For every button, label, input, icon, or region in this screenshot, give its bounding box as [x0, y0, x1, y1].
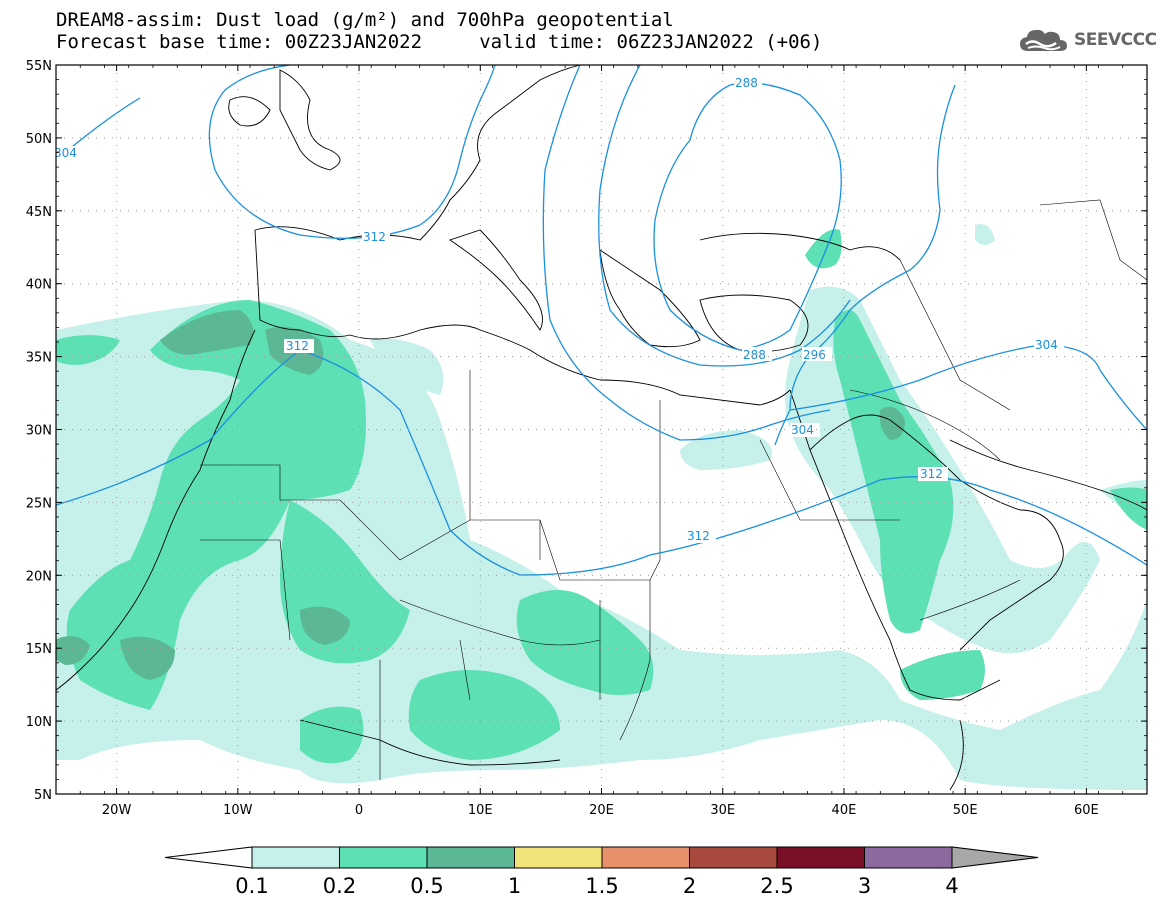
contour-label: 304 [54, 146, 77, 160]
colorbar-label: 3 [858, 874, 871, 898]
contour-label: 312 [363, 230, 386, 244]
colorbar-label: 4 [945, 874, 958, 898]
colorbar: 0.1 0.2 0.5 1 1.5 2 2.5 3 4 [164, 846, 1039, 898]
colorbar-over-arrow [951, 846, 1039, 869]
dust-field-medium [56, 229, 1147, 764]
contour-label: 288 [743, 348, 766, 362]
lon-label: 0 [355, 803, 363, 818]
colorbar-swatch [339, 846, 428, 869]
map-title: DREAM8-assim: Dust load (g/m²) and 700hP… [56, 9, 674, 31]
colorbar-label: 1 [508, 874, 521, 898]
contour-label: 312 [286, 339, 309, 353]
dust-field-dark [56, 310, 905, 680]
lat-label: 30N [26, 424, 52, 439]
lon-label: 30E [710, 803, 735, 818]
lat-label: 40N [26, 278, 52, 293]
contour-label: 312 [920, 467, 943, 481]
lat-label: 50N [26, 132, 52, 147]
seevccc-logo: SEEVCCC [1018, 24, 1157, 56]
latitude-axis: 55N 50N 45N 40N 35N 30N 25N 20N 15N 10N 5N [26, 59, 1147, 803]
lon-label: 10E [468, 803, 493, 818]
lat-label: 15N [26, 642, 52, 657]
lon-label: 40E [832, 803, 857, 818]
contour-label: 288 [735, 76, 758, 90]
lon-label: 60E [1074, 803, 1099, 818]
longitude-axis: 20W 10W 0 10E 20E 30E 40E 50E 60E [55, 65, 1148, 818]
lat-label: 35N [26, 351, 52, 366]
colorbar-under-arrow [164, 846, 253, 869]
colorbar-label: 1.5 [585, 874, 618, 898]
colorbar-swatch [776, 846, 865, 869]
lat-label: 10N [26, 715, 52, 730]
colorbar-label: 2.5 [760, 874, 793, 898]
colorbar-swatch [864, 846, 953, 869]
colorbar-label: 0.2 [323, 874, 356, 898]
lat-label: 25N [26, 496, 52, 511]
colorbar-swatch [514, 846, 603, 869]
contour-label-group: 304 288 312 312 296 288 304 312 304 312 [54, 75, 1064, 543]
colorbar-swatch [689, 846, 778, 869]
contour-label: 304 [791, 423, 814, 437]
lat-label: 55N [26, 59, 52, 74]
country-borders [200, 199, 1147, 780]
colorbar-label: 0.5 [410, 874, 443, 898]
contour-label: 304 [1035, 338, 1058, 352]
lon-label: 50E [953, 803, 978, 818]
lon-label: 20E [589, 803, 614, 818]
lon-label: 20W [102, 803, 132, 818]
map-subtitle: Forecast base time: 00Z23JAN2022 valid t… [56, 31, 823, 53]
coastlines [56, 65, 1147, 791]
contour-label: 296 [803, 348, 826, 362]
logo-text: SEEVCCC [1074, 30, 1157, 50]
lat-label: 45N [26, 205, 52, 220]
lat-label: 5N [34, 788, 52, 803]
lon-label: 10W [223, 803, 253, 818]
colorbar-swatch [601, 846, 690, 869]
colorbar-label: 2 [683, 874, 696, 898]
colorbar-swatch [426, 846, 515, 869]
lat-label: 20N [26, 569, 52, 584]
contour-label: 312 [687, 529, 710, 543]
colorbar-label: 0.1 [235, 874, 268, 898]
colorbar-swatch [251, 846, 340, 869]
cloud-logo-icon [1020, 29, 1067, 51]
